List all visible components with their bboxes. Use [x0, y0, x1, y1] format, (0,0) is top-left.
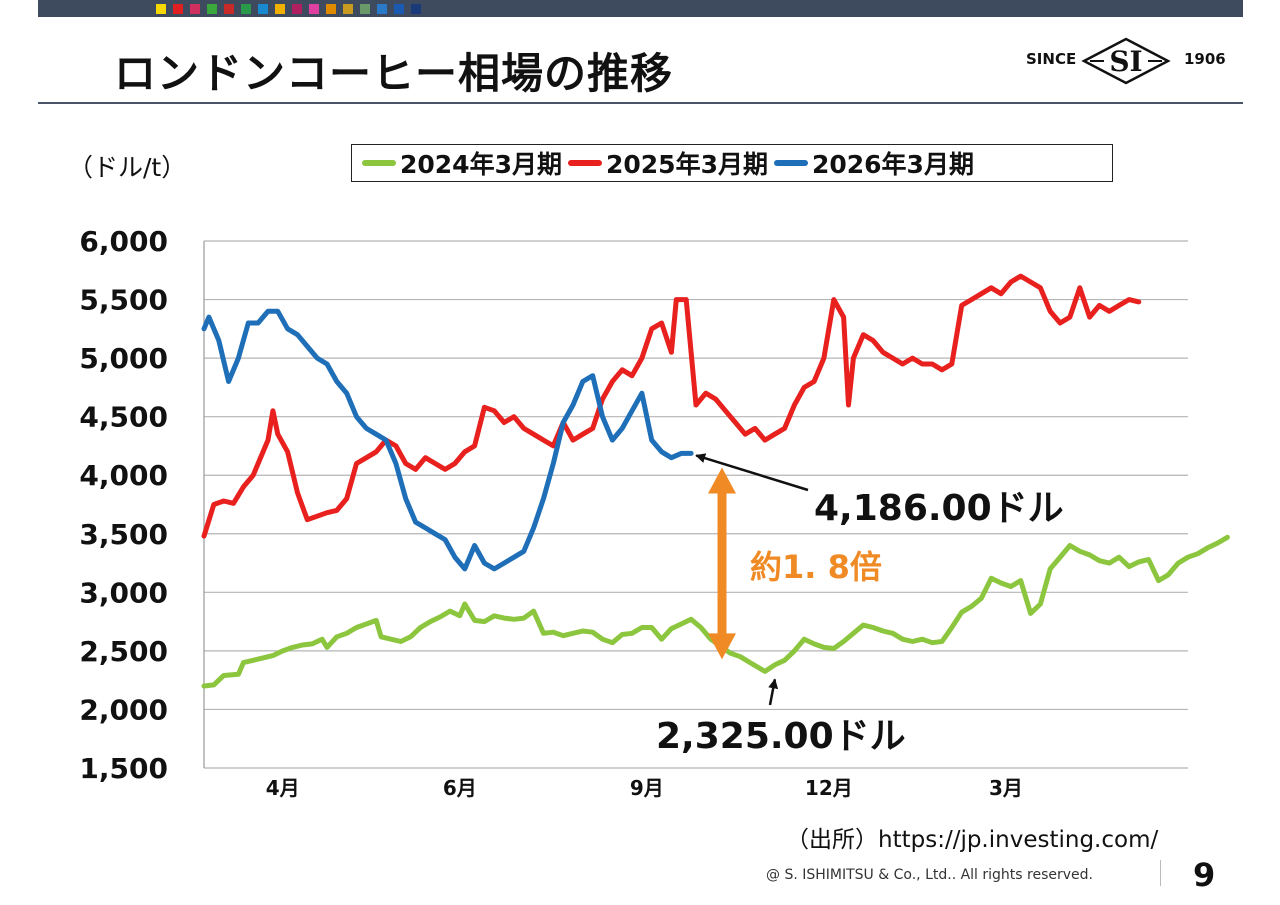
swatch-10 — [326, 4, 336, 14]
green-value-label: 2,325.00ドル — [656, 716, 906, 757]
color-swatch-strip — [156, 4, 421, 14]
swatch-8 — [292, 4, 302, 14]
page-number: 9 — [1193, 856, 1216, 894]
ratio-arrow-head-down — [708, 633, 736, 660]
swatch-15 — [411, 4, 421, 14]
x-axis-ticks: 4月 6月 9月 12月 3月 — [266, 776, 1023, 800]
x-tick-label: 3月 — [989, 776, 1023, 800]
x-tick-label: 4月 — [266, 776, 300, 800]
legend-swatch-2026 — [773, 160, 808, 166]
logo-mark-text: SI — [1109, 45, 1142, 78]
x-tick-label: 9月 — [630, 776, 664, 800]
source-note: （出所）https://jp.investing.com/ — [786, 827, 1159, 853]
y-tick-label: 4,000 — [79, 459, 168, 492]
x-tick-label: 6月 — [443, 776, 477, 800]
swatch-4 — [224, 4, 234, 14]
swatch-13 — [377, 4, 387, 14]
y-axis-unit: （ドル/t） — [68, 153, 187, 182]
legend-swatch-2025 — [567, 160, 602, 166]
copyright-text: @ S. ISHIMITSU & Co., Ltd.. All rights r… — [766, 867, 1093, 883]
pointer-arrow-green — [768, 678, 779, 706]
pointer-arrow-blue — [695, 453, 809, 492]
y-tick-label: 1,500 — [79, 752, 168, 785]
footer-divider — [1160, 860, 1161, 886]
chart-series — [201, 273, 1230, 689]
logo-year-text: 1906 — [1184, 50, 1226, 68]
y-tick-label: 5,500 — [79, 284, 168, 317]
swatch-14 — [394, 4, 404, 14]
series-line-2 — [201, 308, 694, 572]
legend-label-2025: 2025年3月期 — [605, 150, 768, 179]
swatch-7 — [275, 4, 285, 14]
swatch-0 — [156, 4, 166, 14]
legend-label-2024: 2024年3月期 — [400, 150, 562, 179]
top-banner — [38, 0, 1243, 17]
y-tick-label: 4,500 — [79, 401, 168, 434]
y-tick-label: 3,000 — [79, 576, 168, 609]
swatch-5 — [241, 4, 251, 14]
diamond-logo-icon: SI — [1081, 37, 1171, 85]
y-tick-label: 6,000 — [79, 225, 168, 258]
ratio-arrow-head-up — [708, 467, 736, 494]
chart-legend: 2024年3月期 2025年3月期 2026年3月期 — [351, 144, 1113, 182]
blue-value-label: 4,186.00ドル — [814, 488, 1064, 529]
y-tick-label: 5,000 — [79, 342, 168, 375]
swatch-6 — [258, 4, 268, 14]
swatch-11 — [343, 4, 353, 14]
legend-item-2024: 2024年3月期 — [362, 145, 562, 181]
page-title: ロンドンコーヒー相場の推移 — [114, 49, 674, 98]
legend-label-2026: 2026年3月期 — [811, 150, 974, 179]
y-tick-label: 3,500 — [79, 518, 168, 551]
y-tick-label: 2,000 — [79, 693, 168, 726]
swatch-12 — [360, 4, 370, 14]
chart-annotations: 4,186.00ドル 2,325.00ドル 約1. 8倍 — [656, 453, 1064, 757]
y-axis-ticks: 6,000 5,500 5,000 4,500 4,000 3,500 3,000 2,500… — [79, 225, 168, 785]
legend-item-2026: 2026年3月期 — [773, 145, 974, 181]
series-line-0 — [201, 534, 1230, 689]
x-tick-label: 12月 — [805, 776, 853, 800]
legend-item-2025: 2025年3月期 — [567, 145, 768, 181]
header-divider — [38, 102, 1243, 104]
series-line-1 — [201, 273, 1142, 539]
legend-swatch-2024 — [362, 160, 396, 166]
y-tick-label: 2,500 — [79, 635, 168, 668]
ratio-label: 約1. 8倍 — [750, 548, 882, 586]
swatch-1 — [173, 4, 183, 14]
swatch-2 — [190, 4, 200, 14]
company-logo: SINCE SI 1906 — [1022, 35, 1227, 87]
swatch-3 — [207, 4, 217, 14]
logo-since-text: SINCE — [1026, 50, 1077, 68]
swatch-9 — [309, 4, 319, 14]
